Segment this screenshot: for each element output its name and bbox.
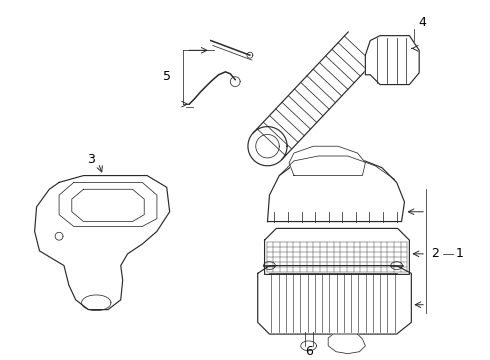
Polygon shape (35, 176, 170, 310)
Text: 1: 1 (455, 247, 463, 260)
Polygon shape (258, 266, 411, 334)
Text: 4: 4 (418, 17, 426, 30)
Text: 3: 3 (87, 153, 96, 166)
Polygon shape (289, 146, 366, 176)
Polygon shape (328, 334, 366, 354)
Polygon shape (366, 36, 419, 85)
Text: 5: 5 (163, 70, 171, 83)
Polygon shape (268, 156, 405, 221)
Text: 2: 2 (431, 247, 439, 260)
Polygon shape (265, 228, 409, 274)
Polygon shape (59, 183, 157, 226)
Text: 6: 6 (305, 345, 313, 358)
